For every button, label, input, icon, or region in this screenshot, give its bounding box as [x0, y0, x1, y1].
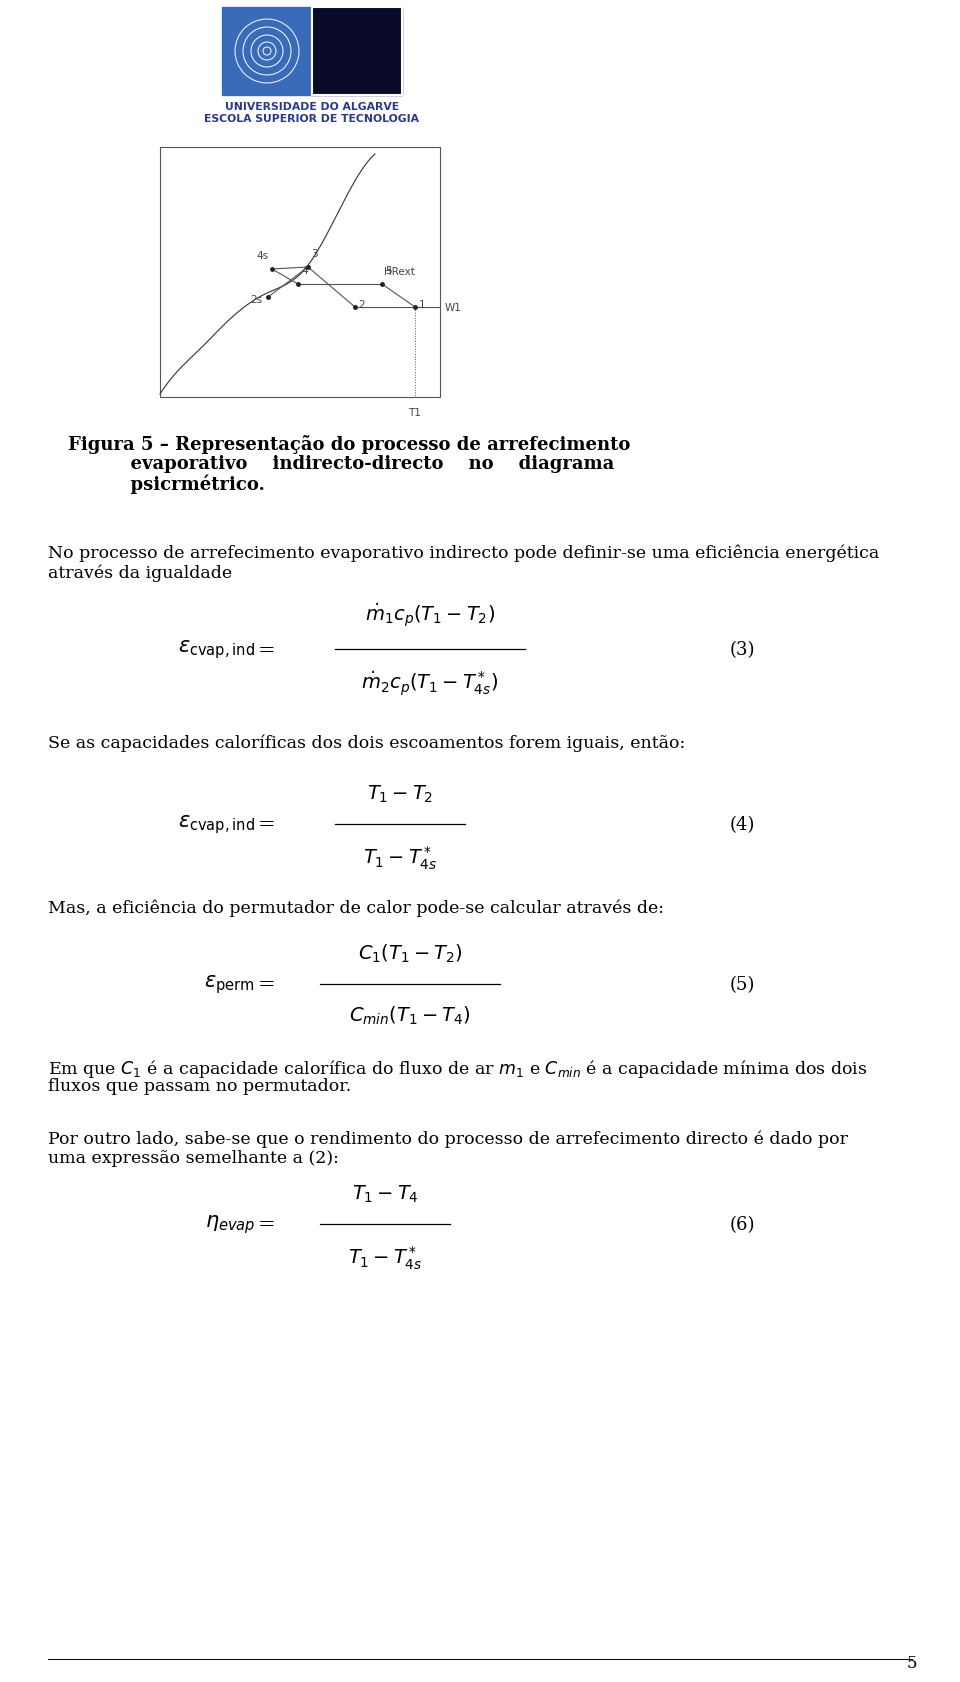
Text: Em que $C_1$ é a capacidade calorífica do fluxo de ar $m_1$ e $C_{min}$ é a capa: Em que $C_1$ é a capacidade calorífica d…	[48, 1058, 868, 1080]
Text: 4: 4	[301, 266, 307, 276]
Text: 2: 2	[358, 299, 365, 309]
Text: $T_1 - T^*_{4s}$: $T_1 - T^*_{4s}$	[348, 1245, 422, 1272]
Text: =: =	[258, 816, 276, 834]
Text: 4s: 4s	[256, 251, 268, 261]
Bar	[160, 148, 440, 397]
Text: =: =	[258, 976, 276, 994]
Text: W1: W1	[445, 303, 462, 313]
Text: (4): (4)	[730, 816, 756, 834]
Text: =: =	[258, 641, 276, 659]
Text: 2s: 2s	[250, 294, 262, 304]
Text: No processo de arrefecimento evaporativo indirecto pode definir-se uma eficiênci: No processo de arrefecimento evaporativo…	[48, 545, 879, 562]
Text: fluxos que passam no permutador.: fluxos que passam no permutador.	[48, 1078, 351, 1095]
Text: UNIVERSIDADE DO ALGARVE: UNIVERSIDADE DO ALGARVE	[225, 103, 399, 113]
Bar	[222, 8, 312, 96]
Text: $C_{min}(T_1 - T_4)$: $C_{min}(T_1 - T_4)$	[349, 1004, 470, 1026]
Text: Por outro lado, sabe-se que o rendimento do processo de arrefecimento directo é : Por outro lado, sabe-se que o rendimento…	[48, 1129, 848, 1147]
Text: ESCOLA SUPERIOR DE TECNOLOGIA: ESCOLA SUPERIOR DE TECNOLOGIA	[204, 114, 420, 124]
Text: 5: 5	[385, 266, 392, 276]
Text: $\varepsilon_{\rm cvap,ind}$: $\varepsilon_{\rm cvap,ind}$	[179, 637, 255, 661]
Text: HRext: HRext	[384, 267, 415, 278]
Text: Figura 5 – Representação do processo de arrefecimento: Figura 5 – Representação do processo de …	[68, 434, 631, 454]
Text: Se as capacidades caloríficas dos dois escoamentos forem iguais, então:: Se as capacidades caloríficas dos dois e…	[48, 735, 685, 752]
Text: uma expressão semelhante a (2):: uma expressão semelhante a (2):	[48, 1149, 339, 1166]
Text: através da igualdade: através da igualdade	[48, 565, 232, 582]
Text: psicrmétrico.: psicrmétrico.	[68, 474, 265, 495]
Text: Mas, a eficiência do permutador de calor pode-se calcular através de:: Mas, a eficiência do permutador de calor…	[48, 900, 664, 917]
Bar	[312, 8, 402, 96]
Text: (3): (3)	[730, 641, 756, 659]
Text: 1: 1	[419, 299, 425, 309]
Text: $\eta_{evap}$: $\eta_{evap}$	[204, 1213, 255, 1236]
Text: evaporativo    indirecto-directo    no    diagrama: evaporativo indirecto-directo no diagram…	[68, 454, 614, 473]
Text: $\dot{m}_1 c_p (T_1 - T_2)$: $\dot{m}_1 c_p (T_1 - T_2)$	[365, 602, 495, 629]
Text: $C_1(T_1 - T_2)$: $C_1(T_1 - T_2)$	[358, 942, 463, 964]
Text: $T_1 - T^*_{4s}$: $T_1 - T^*_{4s}$	[363, 844, 437, 871]
Text: $T_1 - T_4$: $T_1 - T_4$	[351, 1182, 419, 1204]
Text: (6): (6)	[730, 1216, 756, 1233]
Text: $\varepsilon_{\rm cvap,ind}$: $\varepsilon_{\rm cvap,ind}$	[179, 812, 255, 836]
Text: $T_1 - T_2$: $T_1 - T_2$	[367, 784, 433, 804]
Bar	[312, 8, 402, 96]
Text: T1: T1	[409, 407, 421, 417]
Text: 3: 3	[311, 249, 318, 259]
Text: =: =	[258, 1214, 276, 1235]
Text: 5: 5	[907, 1653, 917, 1670]
Text: $\dot{m}_2 c_p (T_1 - T^*_{4s})$: $\dot{m}_2 c_p (T_1 - T^*_{4s})$	[361, 669, 498, 698]
Text: (5): (5)	[730, 976, 756, 994]
Text: $\varepsilon_{\rm perm}$: $\varepsilon_{\rm perm}$	[204, 972, 255, 996]
